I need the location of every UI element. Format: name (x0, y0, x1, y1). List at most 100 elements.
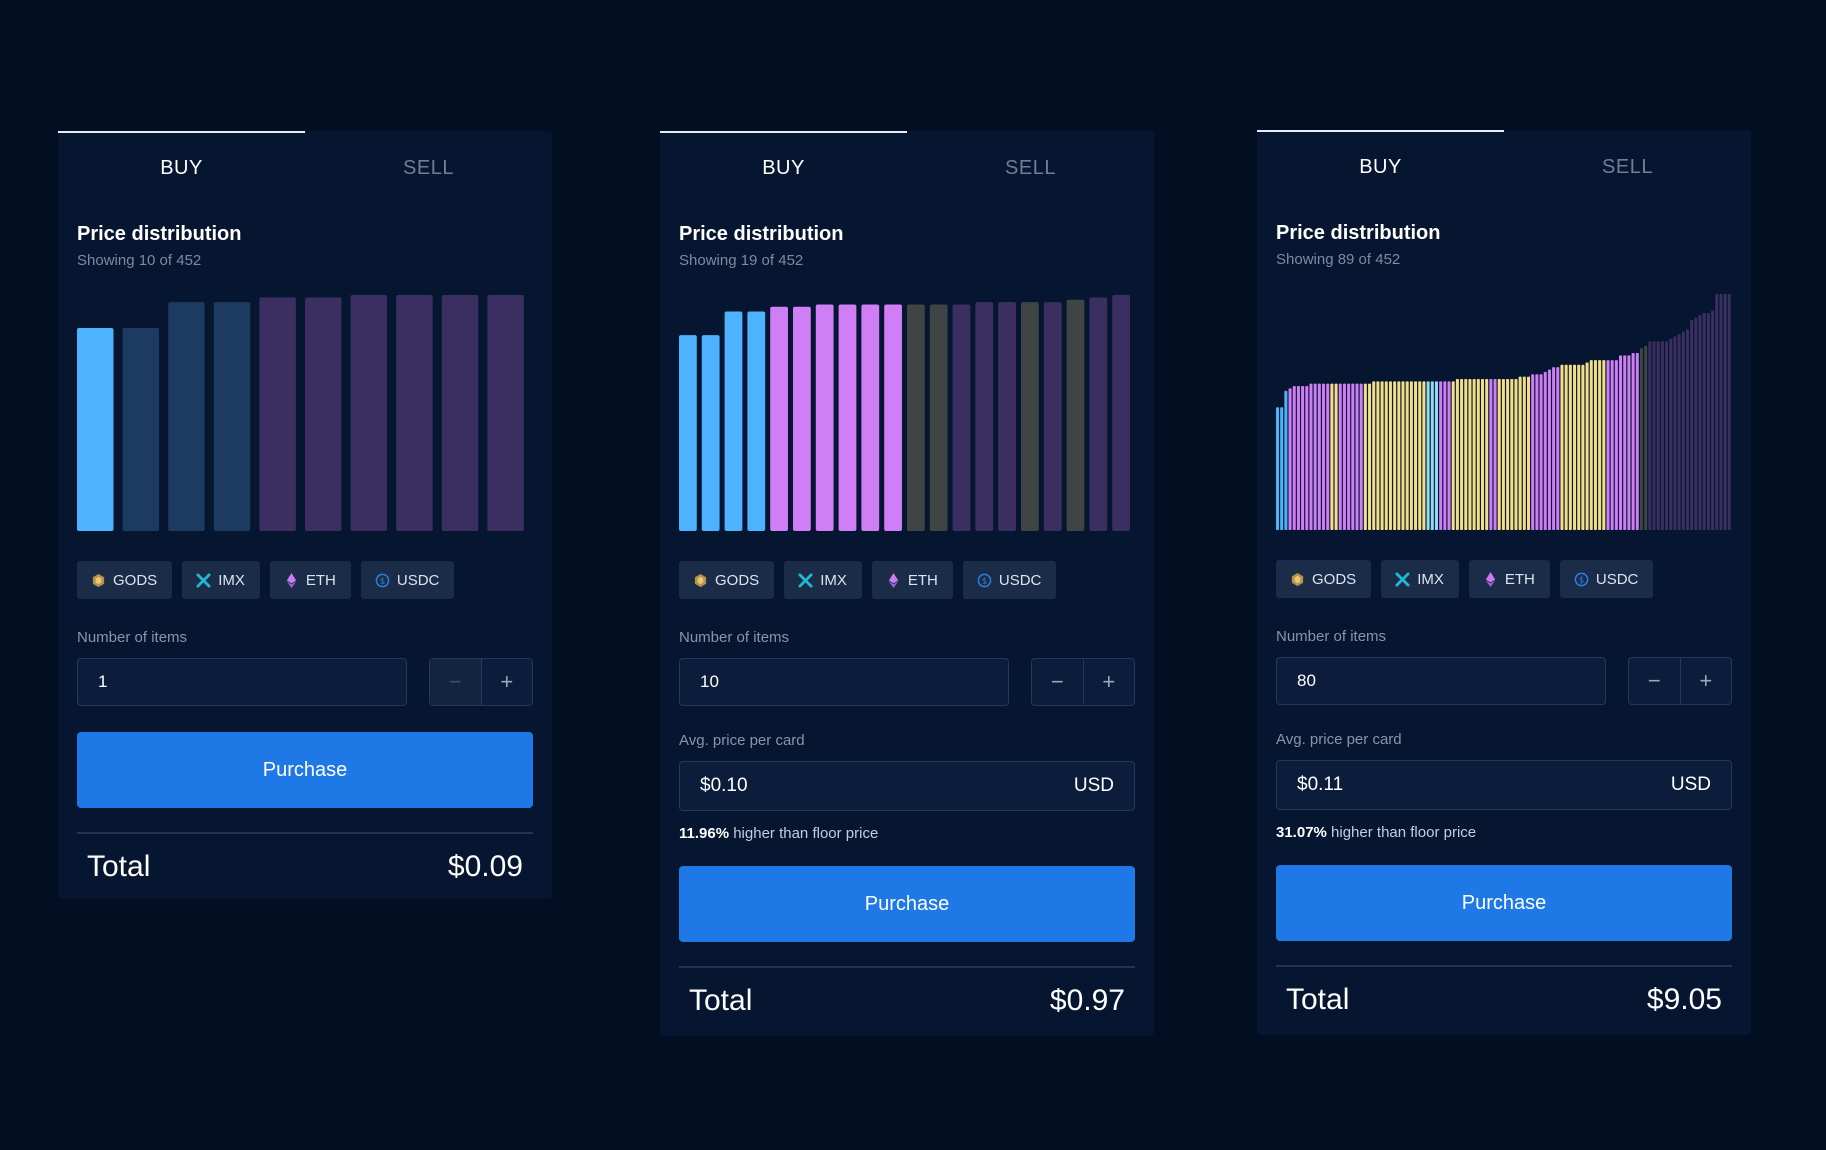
tab-sell[interactable]: SELL (403, 156, 454, 179)
token-filter-imx[interactable]: IMX (784, 561, 862, 599)
purchase-button[interactable]: Purchase (679, 866, 1135, 942)
token-filter-eth[interactable]: ETH (871, 561, 953, 599)
purchase-button[interactable]: Purchase (77, 732, 533, 808)
chart-bar[interactable] (1694, 317, 1698, 530)
chart-bar[interactable] (1313, 383, 1317, 530)
chart-bar[interactable] (1527, 376, 1531, 530)
chart-bar[interactable] (1573, 364, 1577, 530)
chart-bar[interactable] (1322, 383, 1326, 530)
chart-bar[interactable] (1627, 355, 1631, 530)
chart-bar[interactable] (1347, 383, 1351, 530)
chart-bar[interactable] (1685, 329, 1689, 530)
chart-bar[interactable] (1648, 341, 1652, 530)
chart-bar[interactable] (1296, 386, 1300, 530)
chart-bar[interactable] (1401, 381, 1405, 530)
chart-bar[interactable] (1501, 378, 1505, 530)
chart-bar[interactable] (1472, 378, 1476, 530)
chart-bar[interactable] (1585, 362, 1589, 530)
chart-bar[interactable] (1589, 360, 1593, 530)
chart-bar[interactable] (1522, 376, 1526, 530)
chart-bar[interactable] (305, 297, 342, 531)
chart-bar[interactable] (861, 304, 880, 531)
chart-bar[interactable] (1468, 378, 1472, 530)
chart-bar[interactable] (1711, 310, 1715, 530)
chart-bar[interactable] (1380, 381, 1384, 530)
chart-bar[interactable] (1610, 360, 1614, 530)
chart-bar[interactable] (1702, 312, 1706, 530)
chart-bar[interactable] (1602, 360, 1606, 530)
token-filter-usdc[interactable]: $ USDC (1559, 560, 1654, 598)
decrement-button[interactable]: − (1629, 658, 1681, 704)
chart-bar[interactable] (838, 304, 857, 531)
chart-bar[interactable] (1539, 374, 1543, 530)
chart-bar[interactable] (1326, 383, 1330, 530)
chart-bar[interactable] (487, 295, 524, 531)
chart-bar[interactable] (952, 304, 971, 531)
chart-bar[interactable] (1355, 383, 1359, 530)
chart-bar[interactable] (1552, 367, 1556, 530)
items-input[interactable] (1276, 657, 1606, 705)
chart-bar[interactable] (350, 295, 388, 531)
chart-bar[interactable] (259, 297, 296, 531)
chart-bar[interactable] (1338, 383, 1342, 530)
chart-bar[interactable] (907, 304, 925, 531)
chart-bar[interactable] (1723, 294, 1727, 530)
chart-bar[interactable] (1493, 378, 1497, 530)
chart-bar[interactable] (1066, 299, 1085, 531)
chart-bar[interactable] (1619, 355, 1623, 530)
chart-bar[interactable] (1305, 386, 1309, 530)
chart-bar[interactable] (168, 302, 205, 531)
chart-bar[interactable] (441, 295, 479, 531)
increment-button[interactable]: + (1699, 668, 1713, 693)
decrement-button[interactable]: − (1032, 659, 1084, 705)
chart-bar[interactable] (1577, 364, 1581, 530)
chart-bar[interactable] (1447, 381, 1451, 530)
chart-bar[interactable] (1334, 383, 1338, 530)
chart-bar[interactable] (1405, 381, 1409, 530)
token-filter-usdc[interactable]: $ USDC (962, 561, 1057, 599)
chart-bar[interactable] (998, 302, 1016, 531)
chart-bar[interactable] (1418, 381, 1422, 530)
chart-bar[interactable] (1568, 364, 1572, 530)
chart-bar[interactable] (1560, 364, 1564, 530)
chart-bar[interactable] (1727, 294, 1731, 530)
decrement-button[interactable]: − (430, 659, 482, 705)
chart-bar[interactable] (1677, 334, 1681, 530)
chart-bar[interactable] (1489, 378, 1493, 530)
chart-bar[interactable] (1669, 338, 1673, 530)
tab-buy[interactable]: BUY (660, 131, 907, 203)
chart-bar[interactable] (1342, 383, 1346, 530)
items-input[interactable] (77, 658, 407, 706)
chart-bar[interactable] (1301, 386, 1305, 530)
chart-bar[interactable] (929, 304, 948, 531)
chart-bar[interactable] (1614, 360, 1618, 530)
chart-bar[interactable] (1547, 369, 1551, 530)
chart-bar[interactable] (1665, 341, 1669, 530)
chart-bar[interactable] (747, 311, 766, 531)
token-filter-gods[interactable]: GODS (77, 561, 173, 599)
chart-bar[interactable] (213, 302, 251, 531)
chart-bar[interactable] (1430, 381, 1434, 530)
chart-bar[interactable] (1464, 378, 1468, 530)
chart-bar[interactable] (815, 304, 834, 531)
chart-bar[interactable] (1660, 341, 1664, 530)
chart-bar[interactable] (679, 335, 697, 531)
chart-bar[interactable] (1397, 381, 1401, 530)
chart-bar[interactable] (1514, 378, 1518, 530)
chart-bar[interactable] (1439, 381, 1443, 530)
chart-bar[interactable] (1376, 381, 1380, 530)
chart-bar[interactable] (1409, 381, 1413, 530)
chart-bar[interactable] (1480, 378, 1484, 530)
chart-bar[interactable] (1690, 319, 1694, 530)
chart-bar[interactable] (1706, 312, 1710, 530)
chart-bar[interactable] (1434, 381, 1438, 530)
chart-bar[interactable] (1656, 341, 1660, 530)
chart-bar[interactable] (1635, 353, 1639, 530)
token-filter-usdc[interactable]: $ USDC (360, 561, 455, 599)
chart-bar[interactable] (1593, 360, 1597, 530)
chart-bar[interactable] (1351, 383, 1355, 530)
chart-bar[interactable] (1518, 376, 1522, 530)
token-filter-gods[interactable]: GODS (679, 561, 775, 599)
token-filter-eth[interactable]: ETH (269, 561, 351, 599)
chart-bar[interactable] (975, 302, 994, 531)
